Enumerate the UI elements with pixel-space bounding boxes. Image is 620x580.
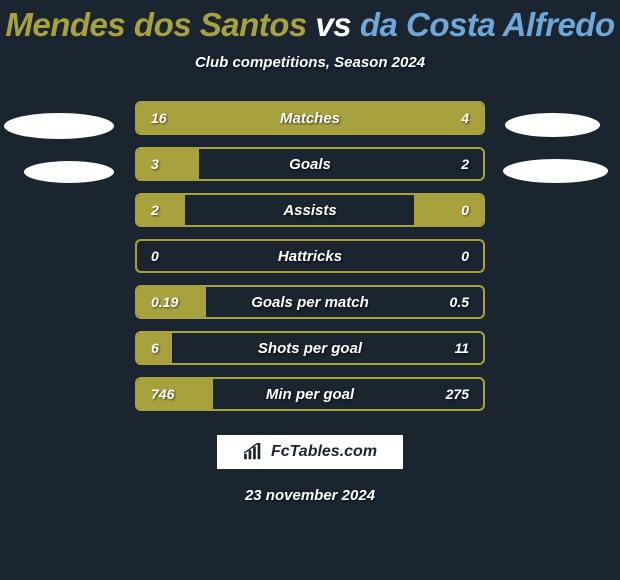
brand-text: FcTables.com xyxy=(271,443,377,461)
comparison-infographic: Mendes dos Santos vs da Costa Alfredo Cl… xyxy=(0,0,620,580)
stat-values: 20 xyxy=(137,195,483,225)
subtitle: Club competitions, Season 2024 xyxy=(195,54,425,71)
stat-value-right: 0.5 xyxy=(450,294,469,310)
stat-value-right: 275 xyxy=(446,386,469,402)
stat-value-left: 0.19 xyxy=(151,294,178,310)
vs-text: vs xyxy=(307,6,360,43)
stat-values: 32 xyxy=(137,149,483,179)
stat-value-right: 0 xyxy=(461,248,469,264)
player1-name: Mendes dos Santos xyxy=(5,6,306,43)
stat-value-right: 2 xyxy=(461,156,469,172)
oval-icon xyxy=(4,113,114,139)
stat-values: 0.19 0.5 xyxy=(137,287,483,317)
stat-value-left: 16 xyxy=(151,110,167,126)
stat-row: 32Goals xyxy=(135,147,485,181)
oval-icon xyxy=(505,113,600,137)
stat-row: 611Shots per goal xyxy=(135,331,485,365)
stat-row: 0.190.5Goals per match xyxy=(135,285,485,319)
stat-values: 746 275 xyxy=(137,379,483,409)
stat-value-right: 11 xyxy=(454,340,469,356)
page-title: Mendes dos Santos vs da Costa Alfredo xyxy=(5,6,614,44)
stat-row: 20Assists xyxy=(135,193,485,227)
player2-name: da Costa Alfredo xyxy=(360,6,615,43)
stat-value-left: 2 xyxy=(151,202,159,218)
date-text: 23 november 2024 xyxy=(245,487,375,504)
stat-value-left: 3 xyxy=(151,156,159,172)
stat-value-right: 4 xyxy=(461,110,469,126)
stat-values: 00 xyxy=(137,241,483,271)
stat-value-left: 746 xyxy=(151,386,174,402)
chart-icon xyxy=(243,443,265,461)
stat-values: 6 11 xyxy=(137,333,483,363)
stats-comparison: 164Matches32Goals20Assists00Hattricks0.1… xyxy=(0,101,620,411)
oval-icon xyxy=(503,159,608,183)
stat-value-right: 0 xyxy=(461,202,469,218)
stat-value-left: 0 xyxy=(151,248,159,264)
stat-row: 00Hattricks xyxy=(135,239,485,273)
stat-value-left: 6 xyxy=(151,340,159,356)
stat-row: 164Matches xyxy=(135,101,485,135)
brand-badge: FcTables.com xyxy=(215,433,405,471)
stat-row: 746275Min per goal xyxy=(135,377,485,411)
oval-icon xyxy=(24,161,114,183)
stat-values: 16 4 xyxy=(137,103,483,133)
